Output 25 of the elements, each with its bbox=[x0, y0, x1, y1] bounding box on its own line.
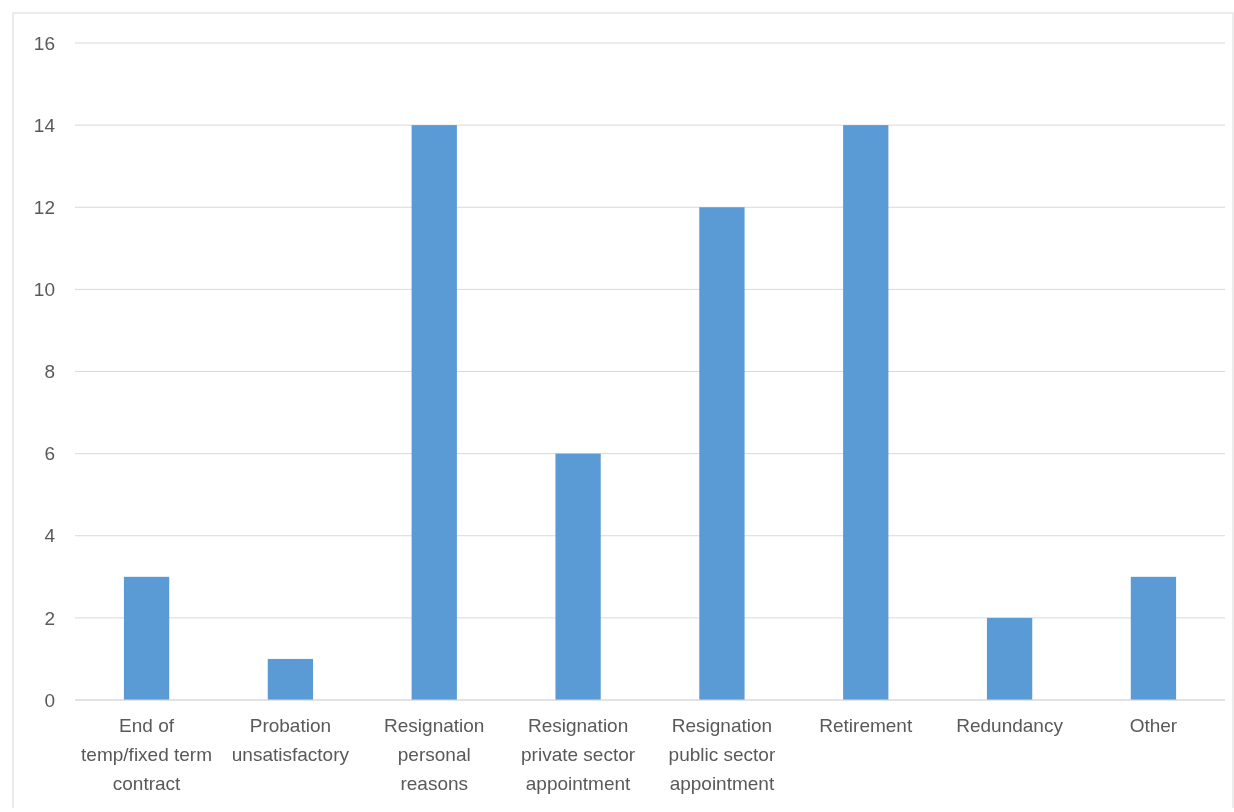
y-tick-label: 14 bbox=[33, 114, 56, 136]
bar bbox=[411, 125, 457, 700]
x-tick-label: Redundancy bbox=[956, 715, 1064, 736]
bar bbox=[843, 125, 889, 700]
y-tick-label: 12 bbox=[33, 196, 55, 218]
x-tick-label: End of temp/fixed term contract bbox=[81, 715, 213, 794]
y-tick-label: 10 bbox=[33, 279, 55, 301]
y-tick-label: 6 bbox=[44, 443, 55, 465]
x-tick-label: Resignation public sector appointment bbox=[668, 715, 776, 794]
bar bbox=[986, 617, 1033, 700]
y-tick-label: 16 bbox=[33, 32, 55, 54]
bar bbox=[1130, 576, 1177, 700]
y-tick-label: 8 bbox=[44, 361, 55, 383]
y-tick-label: 0 bbox=[44, 689, 55, 711]
x-tick-label: Resignation private sector appointment bbox=[521, 715, 636, 794]
x-tick-label: Retirement bbox=[819, 715, 913, 736]
x-tick-label: Other bbox=[1129, 715, 1178, 736]
y-tick-label: 4 bbox=[44, 525, 56, 547]
y-tick-label: 2 bbox=[44, 607, 55, 629]
bar bbox=[555, 453, 601, 700]
x-tick-label: Probation unsatisfactory bbox=[231, 715, 350, 765]
bar bbox=[123, 576, 170, 700]
bar bbox=[267, 658, 314, 700]
x-tick-label: Resignation personal reasons bbox=[384, 715, 485, 794]
bar bbox=[699, 207, 745, 700]
